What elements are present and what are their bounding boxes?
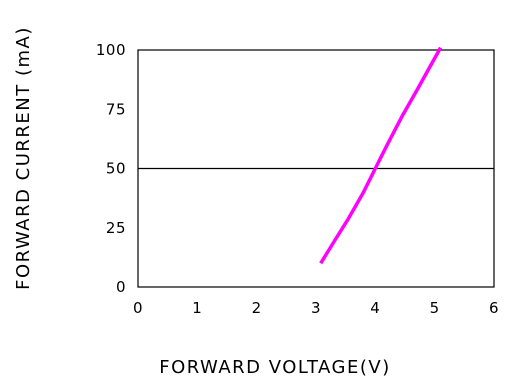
y-tick-labels: 0 25 50 75 100 — [96, 41, 126, 296]
forward-current-series-line — [321, 48, 441, 264]
y-tick-label: 25 — [106, 219, 126, 237]
x-tick-label: 2 — [252, 299, 262, 317]
y-axis-label: FORWARD CURRENT (mA) — [13, 26, 34, 290]
x-tick-label: 1 — [192, 299, 202, 317]
x-tick-label: 3 — [311, 299, 321, 317]
x-axis-label: FORWARD VOLTAGE(V) — [159, 357, 391, 378]
series-group — [321, 48, 441, 264]
y-tick-label: 100 — [96, 41, 126, 59]
x-tick-label: 0 — [133, 299, 143, 317]
x-tick-label: 4 — [370, 299, 380, 317]
y-tick-label: 0 — [116, 278, 126, 296]
x-tick-label: 5 — [430, 299, 440, 317]
y-tick-label: 75 — [106, 100, 126, 118]
x-tick-labels: 0 1 2 3 4 5 6 — [133, 299, 499, 317]
x-tick-label: 6 — [489, 299, 499, 317]
y-tick-label: 50 — [106, 160, 126, 178]
